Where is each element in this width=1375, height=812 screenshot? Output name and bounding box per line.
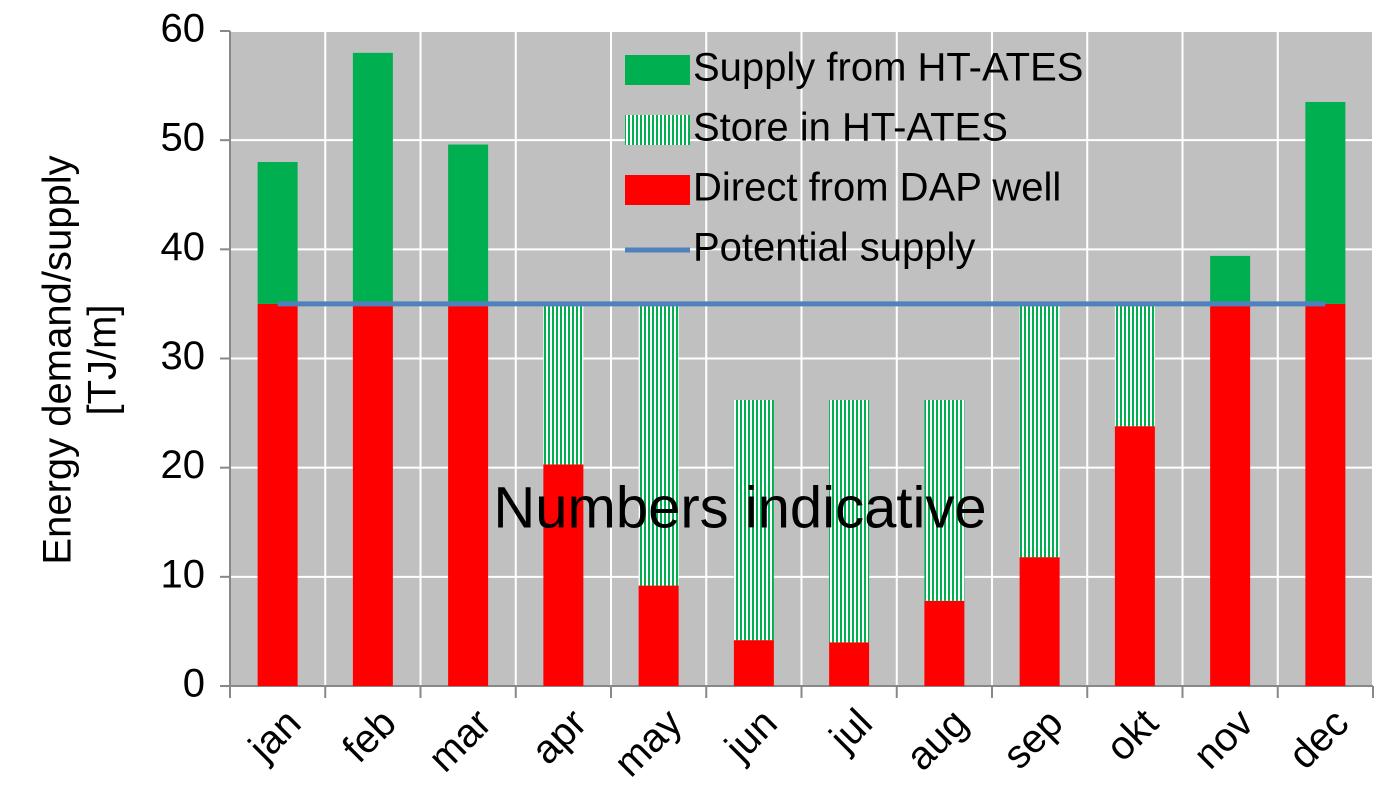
y-tick-label: 40 [161, 225, 206, 269]
bar-segment [352, 52, 393, 304]
bar-segment [1114, 426, 1155, 686]
bar-segment [1305, 101, 1346, 304]
bar-segment [1305, 303, 1346, 686]
x-tick-label: okt [1098, 701, 1167, 770]
x-tick-label: apr [523, 701, 595, 773]
bar-segment [1019, 557, 1060, 686]
legend-label: Direct from DAP well [693, 166, 1061, 210]
bar-segment [257, 303, 298, 686]
y-axis-label: [TJ/m] [81, 304, 125, 415]
x-tick-label: dec [1280, 701, 1357, 778]
bar-segment [448, 144, 489, 304]
x-tick-label: sep [995, 701, 1072, 778]
y-tick-label: 50 [161, 116, 206, 160]
y-tick-label: 20 [161, 443, 206, 487]
bar-segment [733, 640, 774, 686]
x-tick-label: mar [420, 701, 500, 781]
bar-segment [257, 162, 298, 304]
bar-segment [924, 600, 965, 686]
bar-segment [1019, 303, 1060, 558]
bar-segment [448, 303, 489, 686]
legend-swatch [625, 175, 690, 205]
x-tick-label: may [606, 701, 691, 786]
bar-segment [924, 399, 965, 601]
legend-label: Store in HT-ATES [693, 106, 1008, 150]
bar-segment [733, 399, 774, 641]
annotation: Numbers indicative [493, 475, 986, 540]
x-tick-label: nov [1185, 701, 1262, 778]
bar-segment [638, 303, 679, 586]
bar-segment [1114, 303, 1155, 427]
legend-swatch [625, 115, 690, 145]
y-tick-label: 0 [183, 662, 205, 706]
y-tick-label: 60 [161, 7, 206, 51]
legend-label: Supply from HT-ATES [693, 46, 1083, 90]
bar-segment [352, 303, 393, 686]
bar-segment [543, 464, 584, 686]
legend-label: Potential supply [693, 226, 975, 270]
bar-segment [829, 642, 870, 686]
bar-segment [638, 585, 679, 686]
x-tick-label: jul [821, 701, 881, 761]
y-tick-label: 10 [161, 552, 206, 596]
bar-segment [1210, 303, 1251, 686]
x-tick-label: jan [240, 701, 310, 771]
y-tick-label: 30 [161, 334, 206, 378]
bar-segment [1210, 255, 1251, 304]
legend-swatch [625, 55, 690, 85]
y-axis-label: Energy demand/supply [36, 155, 80, 564]
x-tick-label: feb [334, 701, 404, 771]
bar-segment [829, 399, 870, 643]
bar-segment [543, 303, 584, 465]
x-tick-label: jun [716, 701, 786, 771]
x-tick-label: aug [898, 701, 976, 779]
